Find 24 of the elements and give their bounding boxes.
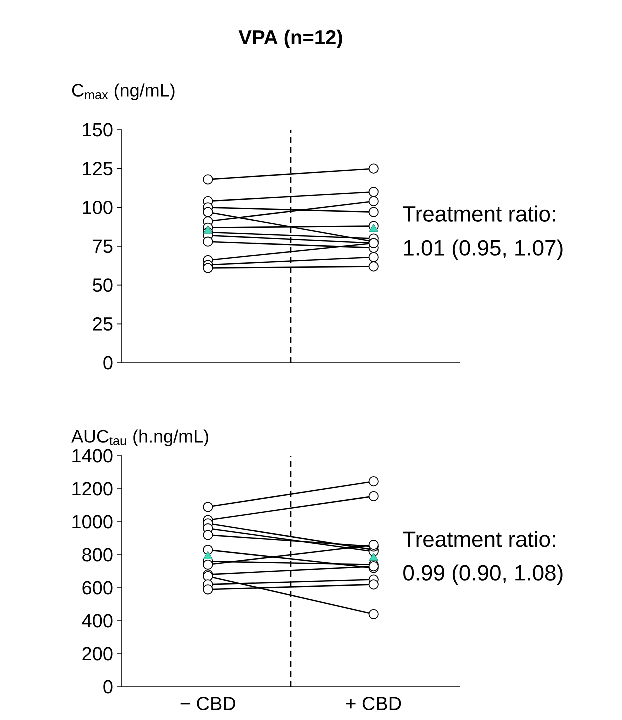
y-tick-label: 1200: [72, 482, 113, 496]
y-tick-label: 25: [93, 317, 113, 331]
y-tick-label: 150: [83, 123, 113, 137]
y-tick-label: 200: [82, 647, 113, 661]
y-tick-label: 75: [93, 240, 113, 254]
y-axis-title: AUC$_{tau}$ (h.ng/mL): [72, 430, 208, 446]
chart-title: VPA (n=12): [238, 30, 342, 49]
y-tick-label: 100: [83, 200, 113, 214]
x-tick-label: − CBD: [180, 697, 236, 710]
y-tick-label: 50: [93, 278, 113, 292]
y-tick-label: 0: [104, 680, 113, 694]
y-axis-title: C$_{max}$ (ng/mL): [72, 84, 175, 100]
y-tick-label: 125: [83, 162, 113, 176]
y-tick-label: 400: [82, 614, 113, 628]
y-tick-label: 1000: [72, 515, 113, 529]
y-tick-label: 1400: [72, 449, 113, 463]
annotation: Treatment ratio:: [403, 531, 556, 548]
y-tick-label: 800: [82, 548, 113, 562]
annotation: 0.99 (0.90, 1.08): [404, 564, 563, 586]
y-tick-label: 0: [104, 356, 113, 370]
x-tick-label: + CBD: [346, 697, 402, 710]
y-tick-label: 600: [82, 581, 113, 595]
annotation: 1.01 (0.95, 1.07): [404, 240, 563, 260]
annotation: Treatment ratio:: [403, 206, 556, 222]
